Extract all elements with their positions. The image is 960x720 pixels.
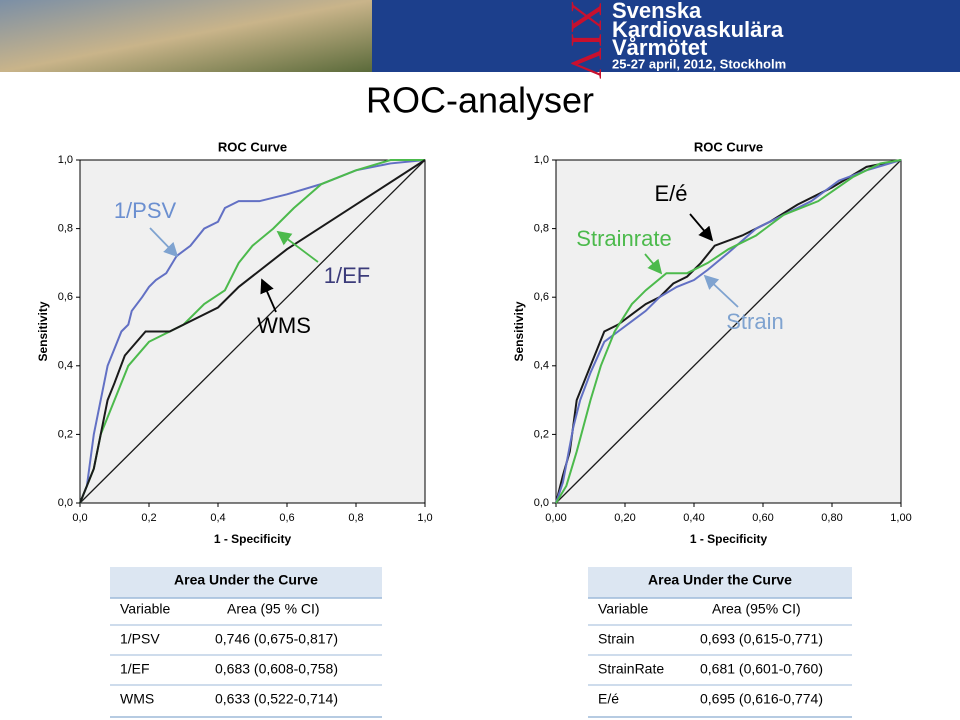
y-tick-label: 0,0 — [58, 497, 73, 509]
y-tick-label: 0,4 — [534, 360, 549, 372]
table-title-bg — [588, 567, 852, 598]
annotation-arrow — [276, 230, 319, 263]
annotation: E/é — [654, 181, 687, 206]
x-tick-label: 0,0 — [72, 512, 87, 524]
annotation-arrow — [703, 274, 739, 308]
table-cell: 0,695 (0,616-0,774) — [700, 691, 823, 707]
x-tick-label: 0,00 — [545, 512, 566, 524]
table-title: Area Under the Curve — [174, 572, 318, 588]
table-cell: WMS — [120, 691, 154, 707]
annotation: 1/EF — [324, 263, 370, 288]
annotation-arrow — [644, 253, 663, 275]
annotation: WMS — [257, 313, 311, 338]
roc-curve — [79, 159, 426, 504]
y-tick-label: 0,8 — [58, 223, 73, 235]
table-cell: 0,746 (0,675-0,817) — [215, 631, 338, 647]
table-cell: 1/EF — [120, 661, 150, 677]
annotation: Strainrate — [576, 226, 671, 251]
reference-line — [555, 159, 902, 504]
chart-title: ROC Curve — [694, 139, 763, 154]
y-axis-label: Sensitivity — [512, 301, 526, 361]
x-axis-label: 1 - Specificity — [690, 532, 768, 546]
x-tick-label: 1,00 — [890, 512, 911, 524]
table-header: Variable — [120, 601, 171, 617]
annotation: Strain — [726, 309, 783, 334]
y-tick-label: 1,0 — [534, 154, 549, 166]
y-tick-label: 0,6 — [534, 291, 549, 303]
banner-photo — [0, 0, 372, 72]
annotation: 1/PSV — [114, 198, 177, 223]
table-title: Area Under the Curve — [648, 572, 792, 588]
table-cell: 1/PSV — [120, 631, 160, 647]
x-tick-label: 1,0 — [417, 512, 432, 524]
table-header: Area (95 % CI) — [227, 601, 320, 617]
y-tick-label: 1,0 — [58, 154, 73, 166]
x-tick-label: 0,20 — [614, 512, 635, 524]
table-header: Variable — [598, 601, 649, 617]
table-cell: 0,681 (0,601-0,760) — [700, 661, 823, 677]
table-cell: Strain — [598, 631, 635, 647]
table-cell: 0,693 (0,615-0,771) — [700, 631, 823, 647]
table-cell: 0,633 (0,522-0,714) — [215, 691, 338, 707]
annotation-arrow — [689, 213, 714, 242]
x-tick-label: 0,4 — [210, 512, 225, 524]
banner-text: Kardiovaskulära — [612, 17, 784, 42]
x-tick-label: 0,40 — [683, 512, 704, 524]
banner-text: Vårmötet — [612, 35, 708, 60]
y-tick-label: 0,6 — [58, 291, 73, 303]
y-tick-label: 0,0 — [534, 497, 549, 509]
banner-text: Svenska — [612, 0, 702, 23]
roc-curve — [79, 159, 425, 504]
y-axis-label: Sensitivity — [36, 301, 50, 361]
x-tick-label: 0,80 — [821, 512, 842, 524]
annotation-arrow — [260, 278, 277, 313]
y-tick-label: 0,4 — [58, 360, 73, 372]
table-cell: StrainRate — [598, 661, 664, 677]
y-tick-label: 0,8 — [534, 223, 549, 235]
table-header: Area (95% CI) — [712, 601, 801, 617]
banner-dates: 25-27 april, 2012, Stockholm — [612, 56, 786, 71]
chart-title: ROC Curve — [218, 139, 287, 154]
x-tick-label: 0,6 — [279, 512, 294, 524]
y-tick-label: 0,2 — [534, 428, 549, 440]
table-title-bg — [110, 567, 382, 598]
x-tick-label: 0,60 — [752, 512, 773, 524]
reference-line — [79, 159, 426, 504]
x-axis-label: 1 - Specificity — [214, 532, 292, 546]
x-tick-label: 0,8 — [348, 512, 363, 524]
banner-roman: XIV — [562, 1, 611, 79]
slide-title: ROC-analyser — [366, 80, 594, 121]
roc-curve — [79, 159, 426, 504]
annotation-arrow — [149, 227, 179, 258]
table-cell: E/é — [598, 691, 619, 707]
table-cell: 0,683 (0,608-0,758) — [215, 661, 338, 677]
y-tick-label: 0,2 — [58, 428, 73, 440]
x-tick-label: 0,2 — [141, 512, 156, 524]
roc-curve — [555, 159, 902, 504]
roc-curve — [555, 159, 902, 504]
